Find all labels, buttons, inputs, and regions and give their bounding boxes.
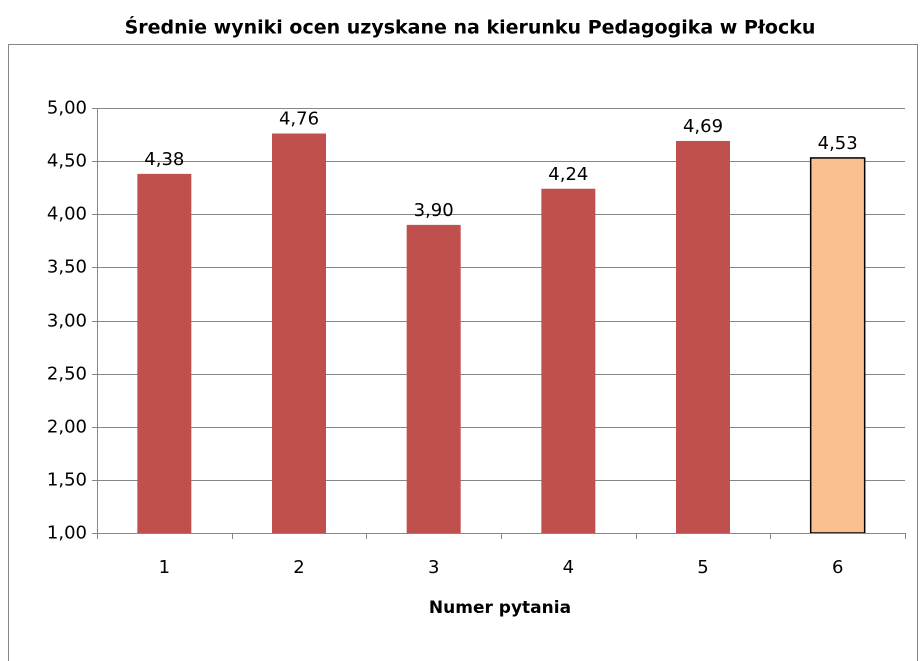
bar [137,173,192,533]
chart-title: Średnie wyniki ocen uzyskane na kierunku… [125,15,816,39]
y-tick-label: 3,00 [47,311,87,332]
value-label: 4,53 [818,133,858,154]
value-label: 3,90 [414,200,454,221]
y-tick-label: 4,00 [47,204,87,225]
x-tick-label: 3 [428,557,439,578]
y-tick-label: 2,00 [47,417,87,438]
bar [406,224,461,533]
value-label: 4,76 [279,109,319,130]
x-tick-label: 1 [159,557,170,578]
y-tick-label: 4,50 [47,151,87,172]
x-tick-label: 5 [697,557,708,578]
value-label: 4,38 [144,149,184,170]
y-tick-label: 2,50 [47,364,87,385]
y-tick-label: 3,50 [47,257,87,278]
x-tick-label: 4 [563,557,574,578]
bar [272,133,326,533]
x-tick-label: 2 [293,557,304,578]
value-label: 4,24 [548,164,588,185]
x-axis-title: Numer pytania [429,598,571,618]
value-label: 4,69 [683,116,723,137]
y-tick-label: 1,50 [47,470,87,491]
bar [676,140,730,533]
y-tick-label: 1,00 [47,523,87,544]
y-tick-label: 5,00 [47,98,87,119]
bar [809,157,866,534]
x-tick-label: 6 [832,557,843,578]
bar [541,188,596,533]
